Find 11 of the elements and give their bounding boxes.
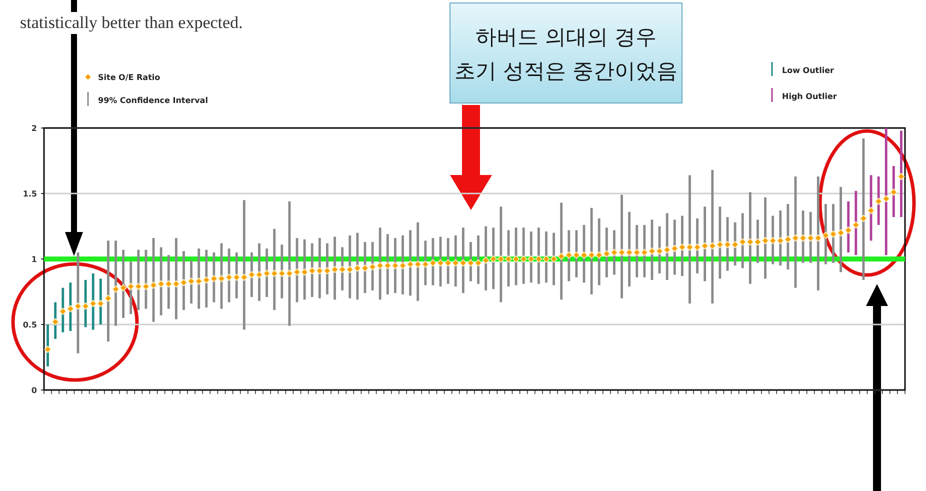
y-tick-label: 1.5 <box>22 190 38 198</box>
y-tick-label: 1 <box>31 255 38 264</box>
legend-label: High Outlier <box>782 92 837 101</box>
legend-label: 99% Confidence Interval <box>98 96 208 105</box>
y-tick-label: 0 <box>31 386 38 395</box>
legend-label: Site O/E Ratio <box>98 73 161 82</box>
legend-label: Low Outlier <box>782 66 834 75</box>
y-tick-label: 2 <box>31 124 37 133</box>
y-tick-label: 0.5 <box>22 320 38 330</box>
text: 하버드 의대의 경우 초기 성적은 중간이었음 <box>454 25 678 83</box>
text: statistically better than expected. <box>20 13 243 32</box>
